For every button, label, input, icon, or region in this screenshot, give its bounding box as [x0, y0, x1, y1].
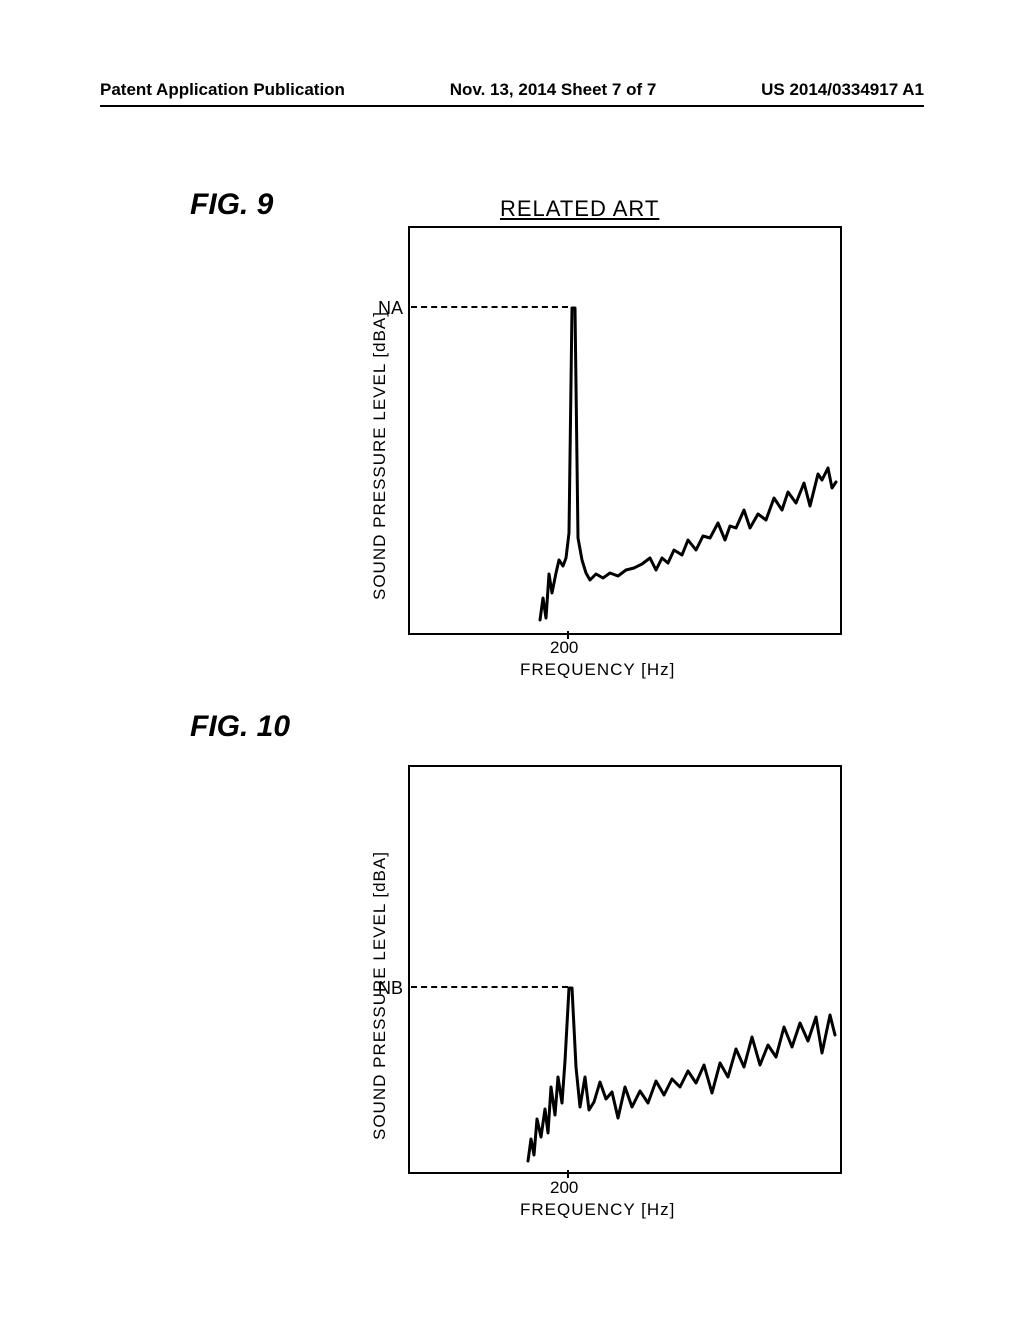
figure-10-label: FIG. 10: [190, 710, 290, 744]
fig9-chart-area: [408, 226, 842, 635]
page-header: Patent Application Publication Nov. 13, …: [0, 80, 1024, 100]
fig9-x-axis-label: FREQUENCY [Hz]: [520, 660, 675, 680]
related-art-label: RELATED ART: [500, 196, 659, 222]
fig9-curve: [410, 228, 840, 633]
header-rule: [100, 105, 924, 107]
header-left: Patent Application Publication: [100, 80, 345, 100]
fig10-peak-label: NB: [378, 978, 403, 999]
header-right: US 2014/0334917 A1: [761, 80, 924, 100]
fig10-x-tick-mark: [567, 1170, 569, 1178]
fig10-dashed-line: [411, 986, 568, 988]
fig9-y-axis-label: SOUND PRESSURE LEVEL [dBA]: [370, 311, 390, 600]
fig10-curve: [410, 767, 840, 1172]
patent-page: Patent Application Publication Nov. 13, …: [0, 0, 1024, 1320]
header-center: Nov. 13, 2014 Sheet 7 of 7: [450, 80, 657, 100]
fig9-peak-label: NA: [378, 298, 403, 319]
fig10-chart-area: [408, 765, 842, 1174]
fig10-x-tick-label: 200: [550, 1178, 578, 1198]
fig9-dashed-line: [411, 306, 568, 308]
fig9-x-tick-label: 200: [550, 638, 578, 658]
fig10-x-axis-label: FREQUENCY [Hz]: [520, 1200, 675, 1220]
figure-9-label: FIG. 9: [190, 188, 273, 222]
